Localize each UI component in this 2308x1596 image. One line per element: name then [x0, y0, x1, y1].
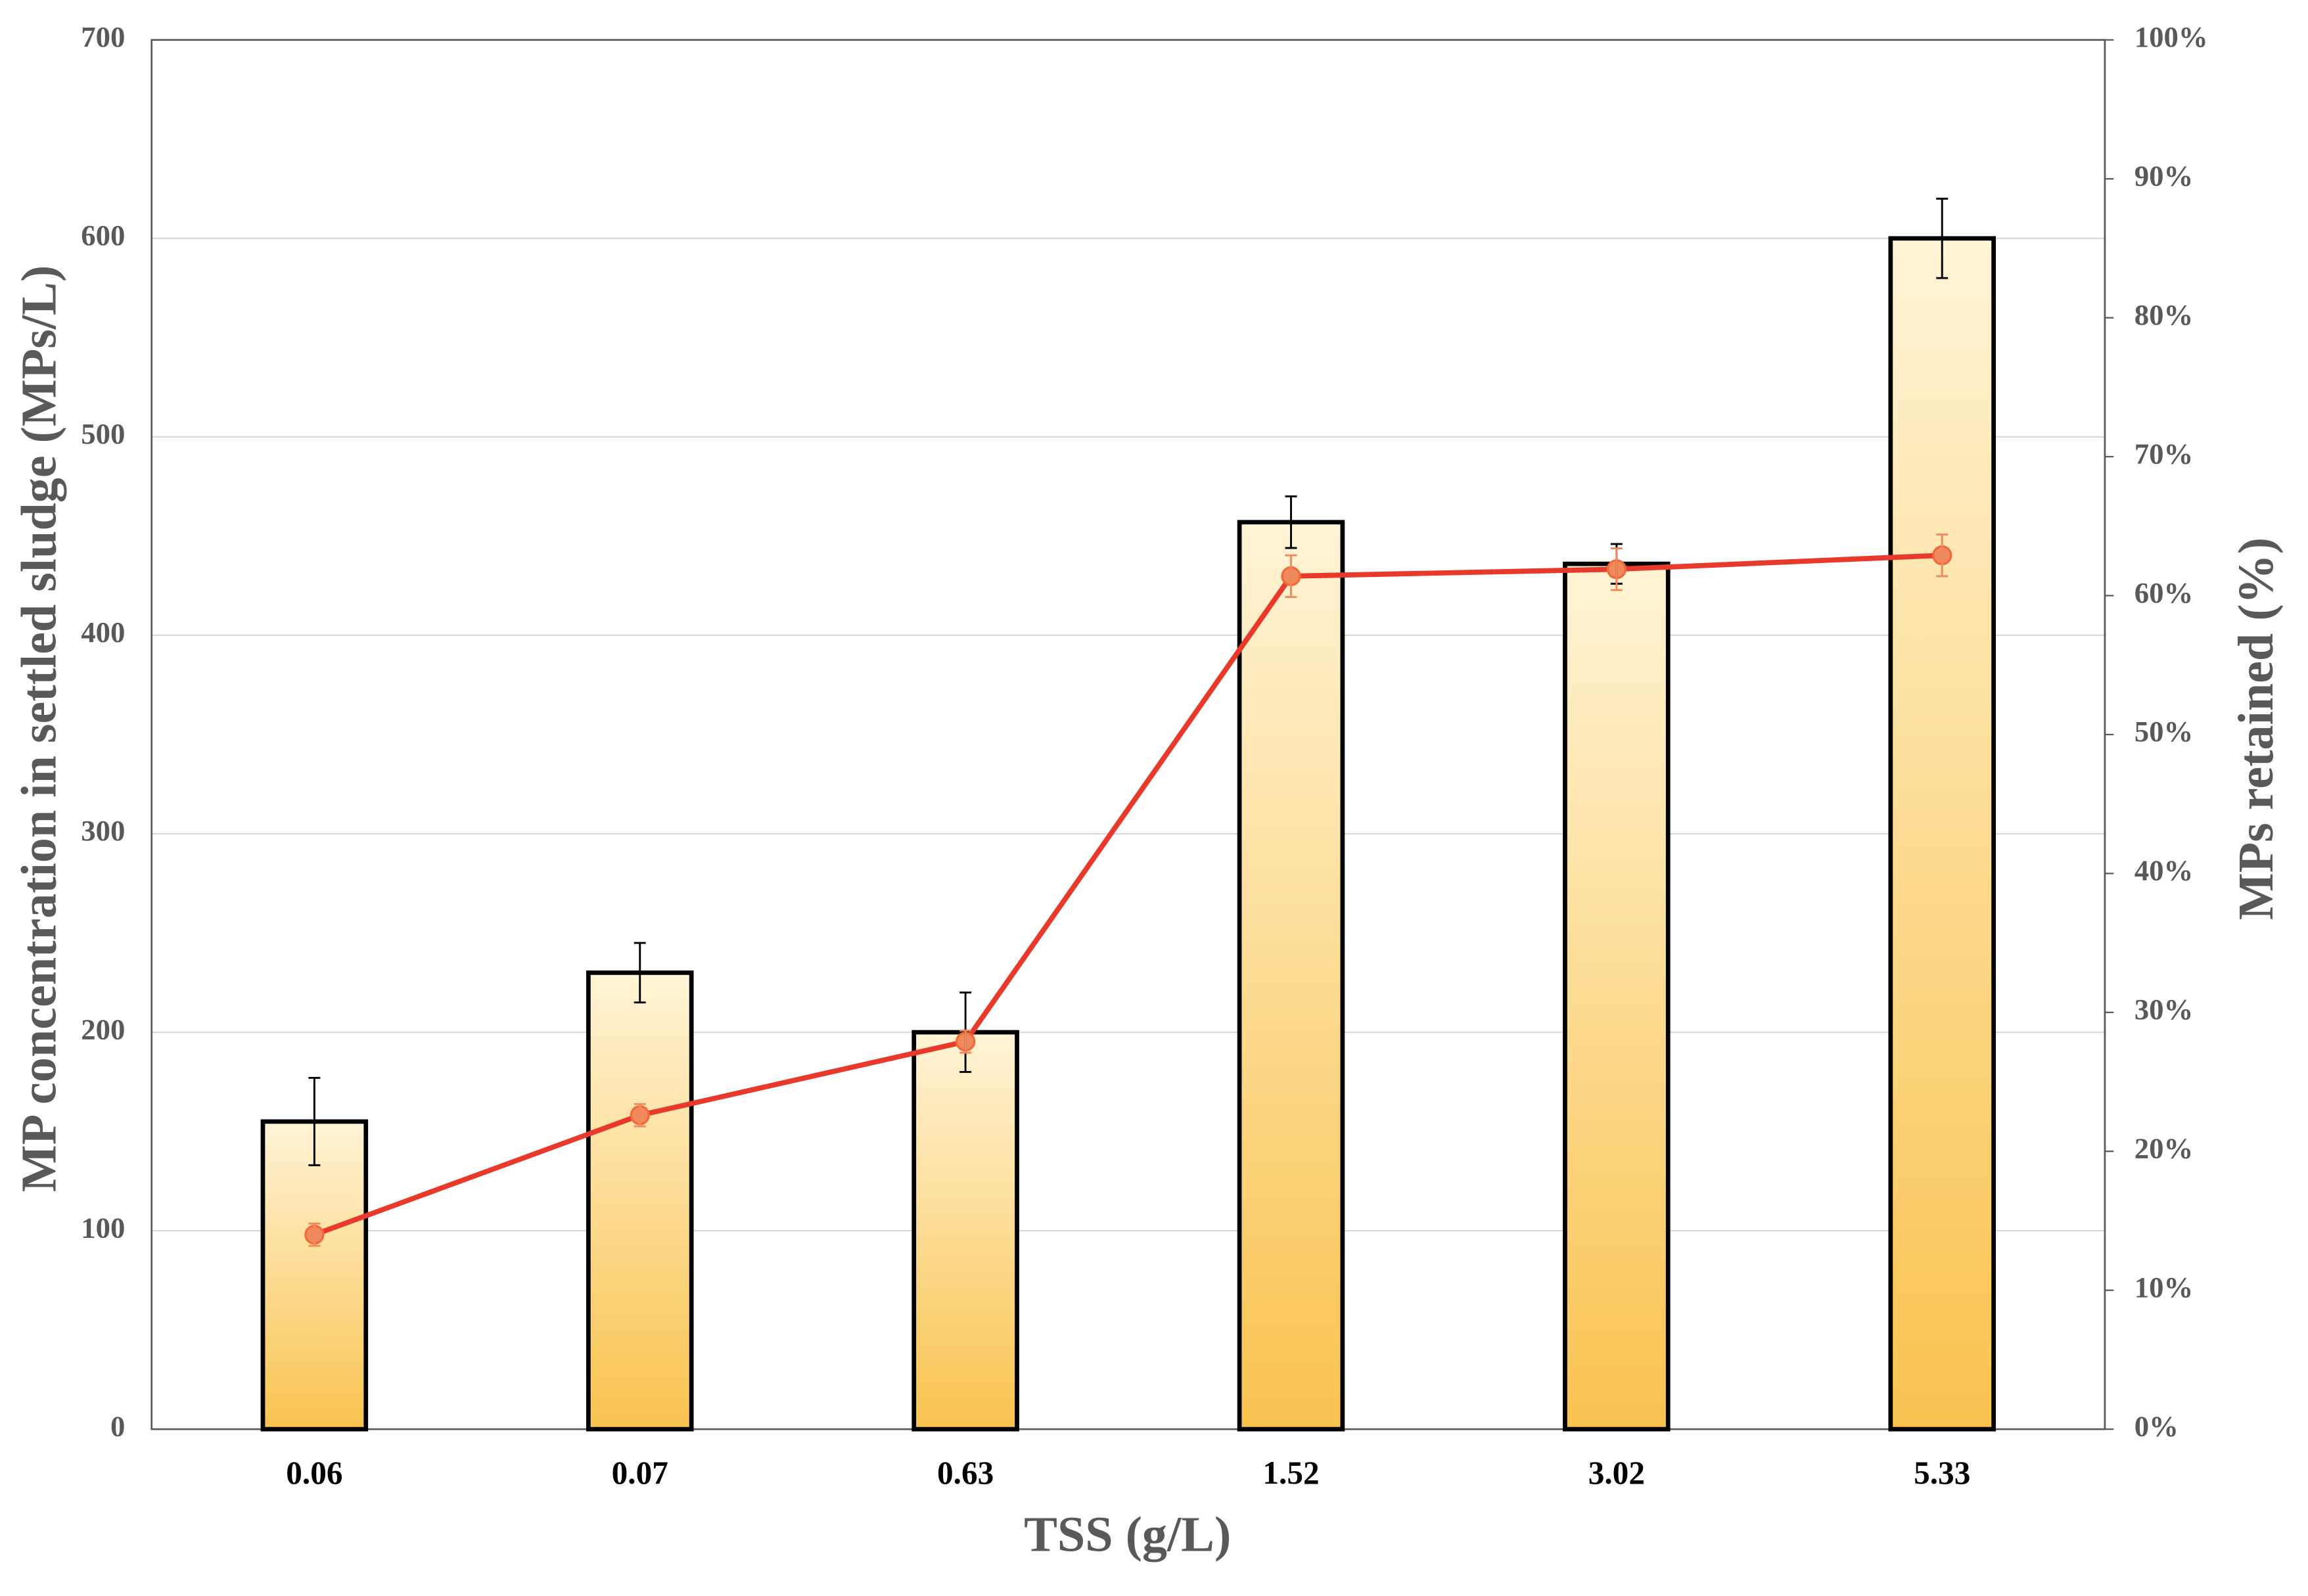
x-tick-label: 3.02: [1588, 1455, 1645, 1491]
y2-tick-label: 60%: [2135, 576, 2194, 609]
marks: [260, 197, 1996, 1432]
y2-tick-label: 0%: [2135, 1409, 2179, 1442]
y2-axis-title: MPs retained (%): [2228, 537, 2284, 920]
x-tick-label: 1.52: [1262, 1455, 1319, 1491]
error-bar: [959, 1029, 972, 1054]
y2-tick-label: 50%: [2135, 715, 2194, 748]
y2-tick-label: 40%: [2135, 854, 2194, 887]
plot-frame: [150, 39, 2106, 1430]
y2-tick-label: 80%: [2135, 298, 2194, 331]
bar: [912, 1030, 1019, 1432]
y2-tick-label: 30%: [2135, 993, 2194, 1026]
bar: [260, 1119, 369, 1432]
x-tick-label: 0.63: [937, 1455, 994, 1491]
y2-tick-label: 100%: [2135, 20, 2208, 53]
y-tick-label: 600: [81, 219, 125, 252]
line: [313, 553, 1943, 1237]
x-tick-label: 0.07: [612, 1455, 668, 1491]
error-bar: [634, 942, 646, 1004]
error-bar: [1610, 547, 1623, 591]
y-tick-label: 500: [81, 417, 125, 450]
bar: [1563, 561, 1671, 1432]
error-bar: [1936, 534, 1949, 578]
y-tick-label: 200: [81, 1013, 125, 1045]
error-bar: [1285, 554, 1297, 599]
y2-tick-label: 90%: [2135, 159, 2194, 192]
bar: [1888, 236, 1996, 1432]
error-bar: [1285, 495, 1297, 549]
y-tick-label: 400: [81, 616, 125, 649]
y-tick-label: 100: [81, 1211, 125, 1244]
x-axis-title: TSS (g/L): [1024, 1507, 1231, 1562]
y-axis-title: MP concentration in settled sludge (MPs/…: [12, 265, 67, 1193]
y-tick-label: 700: [81, 20, 125, 53]
error-bar: [308, 1222, 321, 1247]
y2-tick-label: 20%: [2135, 1132, 2194, 1165]
y-tick-label: 300: [81, 814, 125, 847]
y2-tick-label: 10%: [2135, 1271, 2194, 1304]
error-bar: [1936, 197, 1949, 279]
bar: [1237, 520, 1345, 1432]
error-bar: [634, 1103, 646, 1128]
y2-tick-label: 70%: [2135, 437, 2194, 470]
y-tick-label: 0: [110, 1409, 125, 1442]
error-bar: [308, 1077, 321, 1166]
x-tick-label: 5.33: [1914, 1455, 1970, 1491]
bar: [586, 970, 694, 1432]
grid: [150, 39, 2106, 1430]
x-tick-label: 0.06: [286, 1455, 342, 1491]
